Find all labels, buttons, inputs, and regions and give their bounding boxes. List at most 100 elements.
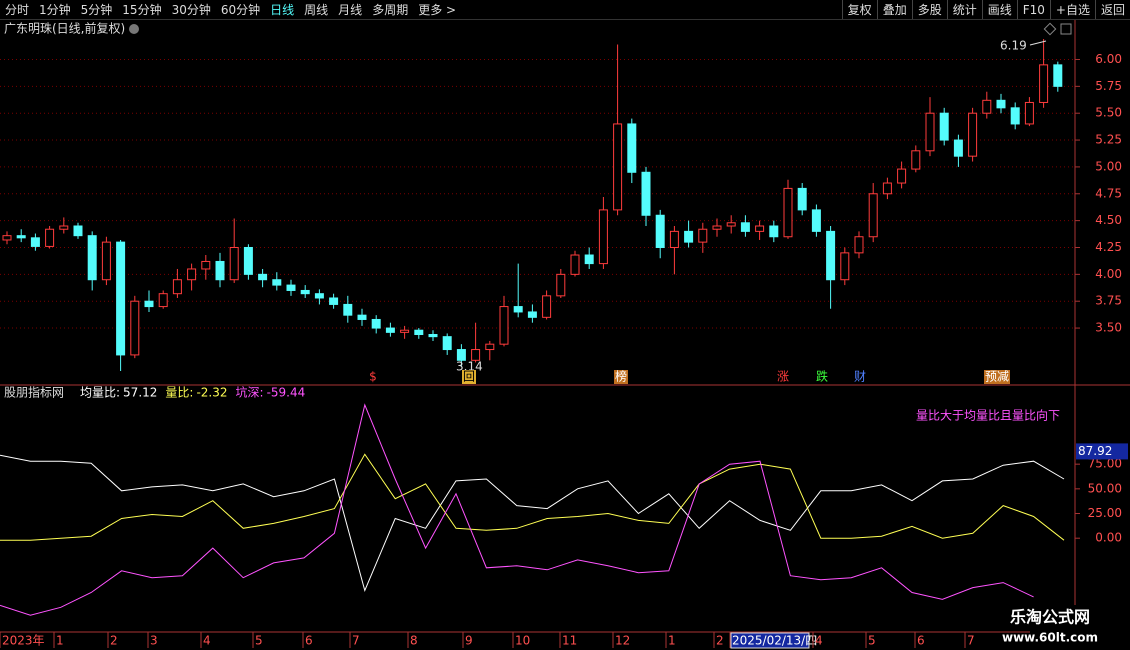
candle-body [826,230,836,281]
toolbar-button[interactable]: 统计 [946,0,982,19]
y-tick-label: 4.50 [1095,213,1122,227]
toolbar-button[interactable]: 更多 > [418,3,457,17]
candle-body [229,246,239,281]
candle-body [1024,101,1034,125]
event-marker: 回 [463,370,475,384]
candle-body [570,254,580,275]
candle-body [73,225,83,237]
toolbar-button[interactable]: 周线 [304,3,329,17]
candle-body [854,236,864,254]
candle-body [456,349,466,361]
candle-body [1053,64,1063,87]
candle-body [258,273,268,281]
candle-body [414,329,424,336]
candle-body [400,329,410,333]
candle-body [953,139,963,157]
toolbar-button[interactable]: 画线 [981,0,1017,19]
highlight-box [1076,443,1128,460]
toolbar-button[interactable]: 月线 [338,3,363,17]
x-tick-label: 4 [815,634,823,648]
candle-body [158,293,168,308]
candle-body [613,123,623,211]
toolbar-button[interactable]: 叠加 [876,0,912,19]
candle-body [300,289,310,295]
toolbar-button[interactable]: 1分钟 [39,3,71,17]
x-tick-label: 2023年 [2,634,45,648]
candle-body [584,254,594,265]
toolbar-button[interactable]: 30分钟 [171,3,211,17]
event-marker: 跌 [816,369,828,384]
event-marker: 涨 [777,369,789,384]
candle-body [598,209,608,265]
candle-body [1010,107,1020,125]
candle-body [201,260,211,270]
y-tick-label: 3.75 [1095,294,1122,308]
toolbar-button[interactable]: 60分钟 [220,3,261,17]
x-tick-label: 9 [465,634,473,648]
toolbar-button[interactable]: 分时 [5,3,30,17]
event-marker: 预减 [985,370,1009,384]
candle-body [2,235,12,241]
event-marker: 财 [854,370,866,384]
legend-value: -59.44 [267,386,306,400]
watermark-url: www.60lt.com [1002,631,1098,645]
x-tick-label: 5 [255,634,263,648]
legend-name: 量比: [165,386,193,400]
candle-body [698,228,708,243]
candle-body [684,230,694,243]
candle-body [911,150,921,170]
candle-body [272,279,282,286]
toolbar-button[interactable]: 日线 [270,3,295,17]
candle-body [655,214,665,248]
candle-body [542,295,552,318]
indicator-line [0,453,1065,541]
toolbar-button[interactable]: F10 [1016,0,1050,19]
title-dropdown[interactable] [129,24,139,34]
toolbar-button[interactable]: 15分钟 [122,3,162,17]
toolbar-button[interactable]: 多股 [911,0,947,19]
y-tick-label: 5.75 [1095,79,1122,93]
y-tick-label: 4.75 [1095,186,1122,200]
x-tick-label: 4 [203,634,211,648]
panel-toggle[interactable] [1060,23,1072,35]
y-tick-label: 5.25 [1095,133,1122,147]
candle-body [1039,64,1049,103]
toolbar-left: 分时 1分钟 5分钟 15分钟 30分钟 60分钟 日线 周线 月线 多周期 更多 > [0,0,461,19]
watermark-bg [1030,605,1130,650]
candle-body [130,300,140,356]
x-tick-label: 1 [56,634,64,648]
legend-name: 坑深: [236,385,264,400]
candle-body [840,252,850,281]
candle-body [726,222,736,227]
candle-body [556,273,566,297]
legend-name: 均量比: [80,386,120,400]
candle-body [116,241,126,356]
event-badge [984,370,1010,384]
candle-body [669,230,679,248]
event-badge [614,370,628,384]
candle-body [187,268,197,281]
candle-body [471,349,481,361]
legend-value: -2.32 [196,386,227,400]
indicator-line [0,454,1065,593]
candle-body [783,187,793,238]
candle-body [286,284,296,291]
candle-body [882,182,892,195]
toolbar-button[interactable]: 5分钟 [80,3,113,17]
toolbar-button[interactable]: 返回 [1094,0,1130,19]
toolbar-button[interactable]: 复权 [841,0,877,19]
candle-body [87,235,97,281]
candle-body [755,225,765,232]
candle-body [513,306,523,313]
candle-body [627,123,637,173]
legend-value: 57.12 [123,386,157,400]
panel-icon[interactable] [1043,22,1057,36]
candle-body [314,293,324,299]
candle-body [485,343,495,351]
toolbar-button[interactable]: 多周期 [372,3,409,17]
candle-body [243,246,253,275]
candle-body [172,279,182,295]
candle-body [797,187,807,211]
x-tick-label: 12 [615,634,630,648]
toolbar-button[interactable]: +自选 [1049,0,1095,19]
